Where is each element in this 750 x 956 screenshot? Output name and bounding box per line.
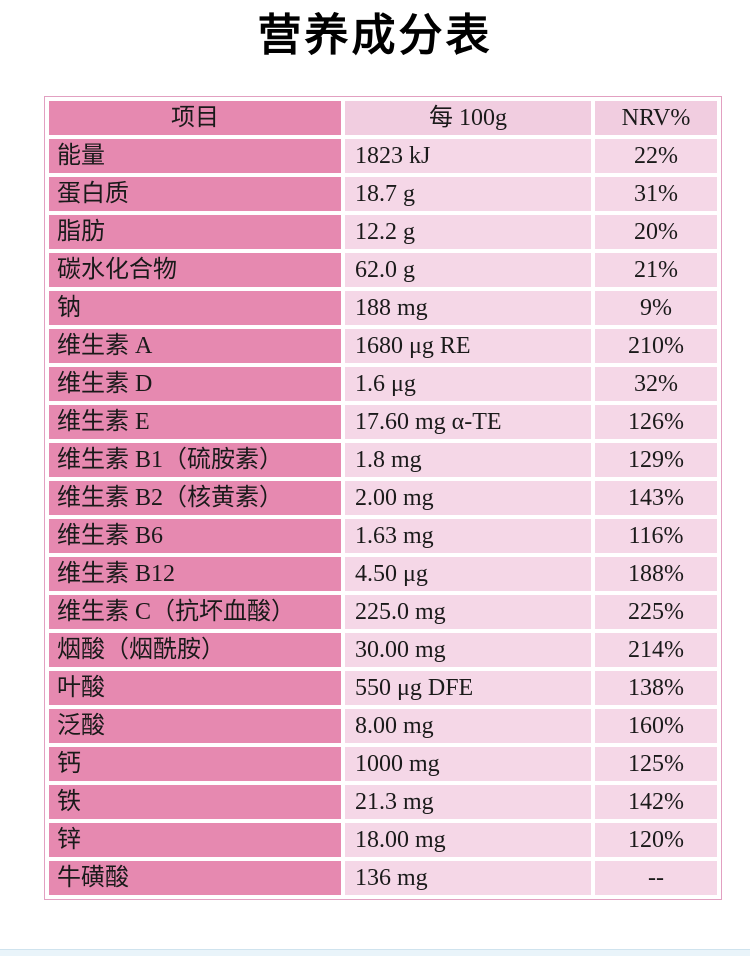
nrv-cell: 21%: [595, 253, 717, 287]
value-cell: 550 μg DFE: [345, 671, 591, 705]
nrv-cell: 210%: [595, 329, 717, 363]
nrv-cell: --: [595, 861, 717, 895]
table-row: 烟酸（烟酰胺） 30.00 mg 214%: [49, 633, 717, 667]
nrv-cell: 120%: [595, 823, 717, 857]
item-cell: 叶酸: [49, 671, 341, 705]
item-cell: 维生素 B1（硫胺素）: [49, 443, 341, 477]
item-cell: 锌: [49, 823, 341, 857]
table-row: 钙 1000 mg 125%: [49, 747, 717, 781]
table-row: 叶酸 550 μg DFE 138%: [49, 671, 717, 705]
nrv-cell: 214%: [595, 633, 717, 667]
item-cell: 钠: [49, 291, 341, 325]
nrv-cell: 31%: [595, 177, 717, 211]
nrv-cell: 138%: [595, 671, 717, 705]
table-row: 蛋白质 18.7 g 31%: [49, 177, 717, 211]
value-cell: 1.6 μg: [345, 367, 591, 401]
value-cell: 1823 kJ: [345, 139, 591, 173]
item-cell: 烟酸（烟酰胺）: [49, 633, 341, 667]
item-cell: 维生素 B6: [49, 519, 341, 553]
value-cell: 18.7 g: [345, 177, 591, 211]
item-cell: 钙: [49, 747, 341, 781]
value-cell: 4.50 μg: [345, 557, 591, 591]
table-row: 能量 1823 kJ 22%: [49, 139, 717, 173]
nrv-cell: 125%: [595, 747, 717, 781]
item-cell: 蛋白质: [49, 177, 341, 211]
value-cell: 1.8 mg: [345, 443, 591, 477]
nrv-cell: 116%: [595, 519, 717, 553]
value-cell: 2.00 mg: [345, 481, 591, 515]
nrv-cell: 142%: [595, 785, 717, 819]
item-cell: 铁: [49, 785, 341, 819]
table-row: 维生素 B12 4.50 μg 188%: [49, 557, 717, 591]
page-title: 营养成分表: [257, 11, 493, 60]
item-cell: 维生素 B12: [49, 557, 341, 591]
table-row: 维生素 B2（核黄素） 2.00 mg 143%: [49, 481, 717, 515]
value-cell: 30.00 mg: [345, 633, 591, 667]
value-cell: 1000 mg: [345, 747, 591, 781]
table-row: 脂肪 12.2 g 20%: [49, 215, 717, 249]
item-cell: 泛酸: [49, 709, 341, 743]
table-body: 能量 1823 kJ 22% 蛋白质 18.7 g 31% 脂肪 12.2 g 20% 碳水化合物…: [49, 139, 717, 895]
bottom-edge-bar: [0, 949, 750, 956]
table-row: 维生素 D 1.6 μg 32%: [49, 367, 717, 401]
table-row: 铁 21.3 mg 142%: [49, 785, 717, 819]
value-cell: 1680 μg RE: [345, 329, 591, 363]
nrv-cell: 129%: [595, 443, 717, 477]
value-cell: 62.0 g: [345, 253, 591, 287]
nrv-cell: 126%: [595, 405, 717, 439]
value-cell: 12.2 g: [345, 215, 591, 249]
item-cell: 脂肪: [49, 215, 341, 249]
nrv-cell: 20%: [595, 215, 717, 249]
value-cell: 8.00 mg: [345, 709, 591, 743]
table-row: 锌 18.00 mg 120%: [49, 823, 717, 857]
table-row: 钠 188 mg 9%: [49, 291, 717, 325]
header-nrv: NRV%: [595, 101, 717, 135]
item-cell: 碳水化合物: [49, 253, 341, 287]
nrv-cell: 225%: [595, 595, 717, 629]
value-cell: 188 mg: [345, 291, 591, 325]
item-cell: 维生素 E: [49, 405, 341, 439]
value-cell: 136 mg: [345, 861, 591, 895]
table-row: 维生素 B1（硫胺素） 1.8 mg 129%: [49, 443, 717, 477]
item-cell: 维生素 B2（核黄素）: [49, 481, 341, 515]
value-cell: 1.63 mg: [345, 519, 591, 553]
nrv-cell: 22%: [595, 139, 717, 173]
nrv-cell: 32%: [595, 367, 717, 401]
value-cell: 225.0 mg: [345, 595, 591, 629]
nrv-cell: 9%: [595, 291, 717, 325]
table-row: 维生素 A 1680 μg RE 210%: [49, 329, 717, 363]
table-row: 维生素 B6 1.63 mg 116%: [49, 519, 717, 553]
value-cell: 21.3 mg: [345, 785, 591, 819]
nutrition-table: 项目 每 100g NRV% 能量 1823 kJ 22% 蛋白质 18.7 g 31% 脂…: [44, 96, 722, 900]
value-cell: 17.60 mg α-TE: [345, 405, 591, 439]
value-cell: 18.00 mg: [345, 823, 591, 857]
table-row: 碳水化合物 62.0 g 21%: [49, 253, 717, 287]
item-cell: 维生素 A: [49, 329, 341, 363]
nrv-cell: 188%: [595, 557, 717, 591]
header-per-100g: 每 100g: [345, 101, 591, 135]
table-row: 牛磺酸 136 mg --: [49, 861, 717, 895]
table-header-row: 项目 每 100g NRV%: [49, 101, 717, 135]
table-row: 维生素 C（抗坏血酸） 225.0 mg 225%: [49, 595, 717, 629]
header-item: 项目: [49, 101, 341, 135]
table-row: 泛酸 8.00 mg 160%: [49, 709, 717, 743]
item-cell: 维生素 D: [49, 367, 341, 401]
item-cell: 牛磺酸: [49, 861, 341, 895]
item-cell: 维生素 C（抗坏血酸）: [49, 595, 341, 629]
table-row: 维生素 E 17.60 mg α-TE 126%: [49, 405, 717, 439]
item-cell: 能量: [49, 139, 341, 173]
nutrition-table-container: 项目 每 100g NRV% 能量 1823 kJ 22% 蛋白质 18.7 g 31% 脂…: [44, 96, 722, 900]
nrv-cell: 143%: [595, 481, 717, 515]
nrv-cell: 160%: [595, 709, 717, 743]
